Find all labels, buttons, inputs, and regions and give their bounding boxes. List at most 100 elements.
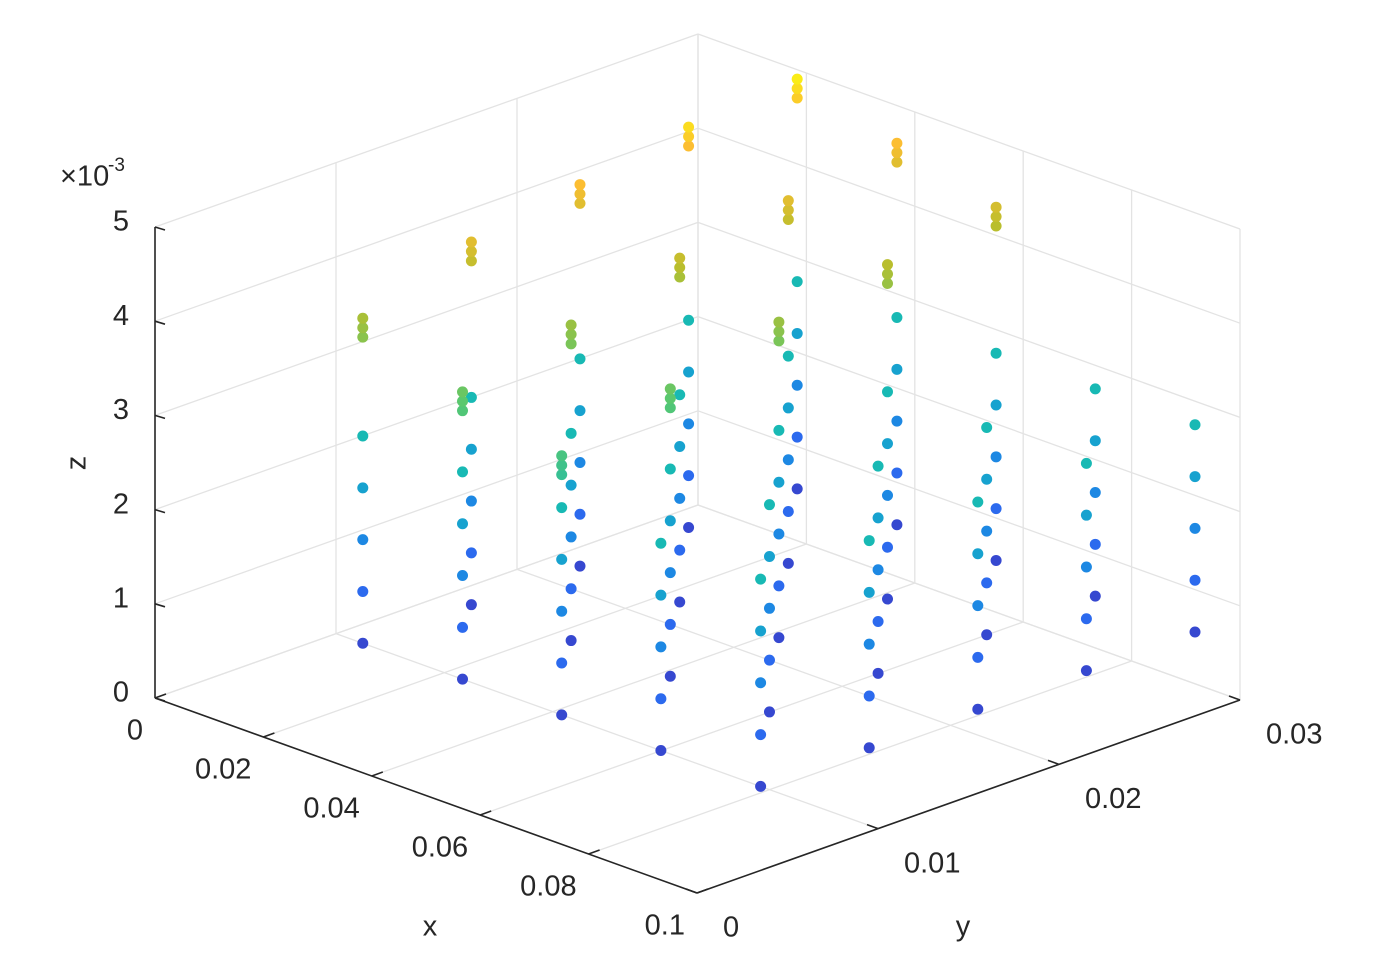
point [782,557,794,569]
point [565,479,577,491]
point [863,742,875,754]
point [664,515,676,527]
point [565,427,577,439]
point [972,548,984,560]
y-tick-label: 0.02 [1085,783,1141,815]
grid-line [697,33,1241,230]
point [655,641,667,653]
point [981,525,993,537]
point [891,137,903,149]
point [655,537,667,549]
point [556,469,568,481]
point [755,677,767,689]
point [574,560,586,572]
point [357,637,369,649]
point [872,564,884,576]
point [674,492,686,504]
point [990,399,1002,411]
point [782,204,794,216]
point [882,593,893,605]
point [891,519,903,531]
point [791,73,803,85]
point [655,693,667,705]
point [664,402,676,414]
point [782,402,794,414]
point [465,245,477,257]
x-tick [154,693,167,699]
point [763,499,775,511]
grid-line [479,621,1024,816]
point [981,577,993,589]
point [357,430,369,442]
point [763,602,775,614]
grid-line [697,221,1241,419]
point [1189,471,1201,483]
point [556,709,568,721]
y-tick [1228,695,1241,701]
grid-line [371,582,916,777]
point [990,503,1002,515]
point [683,121,695,133]
point [891,415,903,427]
y-tick-label: 0 [723,912,739,944]
point [782,506,794,518]
point [465,443,477,455]
point [990,347,1002,359]
point [565,319,577,331]
x-tick [588,849,600,855]
z-tick [154,320,166,325]
y-tick [866,823,879,830]
z-tick-label: 2 [113,488,129,520]
point [773,528,785,540]
point [773,632,785,644]
point [1089,538,1101,550]
point [556,605,568,617]
grid-line [154,315,699,511]
point [457,673,469,685]
point [357,585,369,597]
point [755,573,767,585]
point [1189,626,1201,638]
y-tick-label: 0.03 [1266,719,1322,751]
point [863,690,875,702]
point [465,236,477,248]
point [465,391,477,403]
point [574,405,586,417]
x-tick-label: 0 [127,715,143,747]
point [863,535,875,547]
point [791,483,803,495]
point [990,451,1002,463]
point [457,570,469,582]
point [1089,487,1101,499]
point [1089,435,1101,447]
point [872,512,884,524]
point [872,616,884,628]
z-tick-label: 5 [113,206,129,238]
point [882,259,893,271]
z-tick-label: 4 [113,300,129,332]
point [664,463,676,475]
x-axis [154,697,698,894]
point [457,386,469,398]
z-tick-label: 3 [113,394,129,426]
point [763,654,775,666]
point [574,188,586,200]
point [357,312,369,324]
point [872,460,884,472]
point [674,544,686,556]
grid-line [697,315,1241,513]
point [556,502,568,514]
point [674,389,686,401]
point [791,379,803,391]
point [981,473,993,485]
point [357,331,369,343]
point [683,140,695,152]
y-tick [1047,759,1060,766]
point [773,580,785,592]
point [972,496,984,508]
point [556,553,568,565]
point [882,268,893,280]
point [683,314,695,326]
point [674,596,686,608]
